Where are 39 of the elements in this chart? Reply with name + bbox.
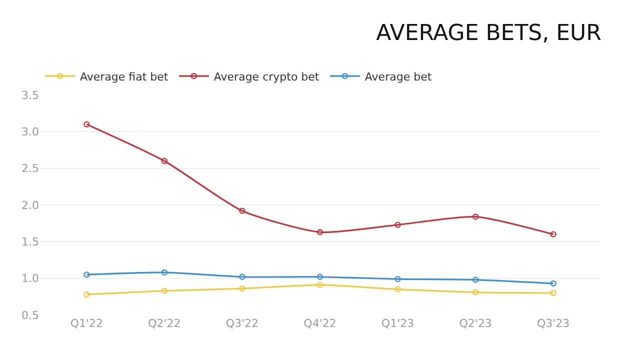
point	[316, 282, 324, 288]
legend-label: Average crypto bet	[214, 70, 320, 84]
x-tick-label: Q2'22	[148, 317, 181, 330]
point	[239, 286, 246, 292]
legend-label: Average bet	[364, 70, 432, 84]
y-tick-label: 1.0	[22, 272, 39, 286]
point	[394, 276, 401, 282]
point	[550, 290, 556, 296]
point	[161, 269, 168, 276]
x-tick-label: Q1'23	[381, 317, 414, 330]
point	[84, 291, 90, 298]
y-tick-label: 2.5	[22, 162, 39, 176]
point	[239, 274, 246, 280]
x-tick-label: Q4'22	[304, 317, 336, 330]
point	[394, 222, 401, 228]
point	[84, 121, 90, 128]
y-tick-label: 0.5	[22, 308, 39, 322]
point	[161, 158, 168, 164]
y-tick-label: 2.0	[22, 198, 39, 212]
point	[84, 272, 90, 278]
point	[550, 280, 556, 287]
point	[472, 276, 479, 283]
x-tick-label: Q3'23	[536, 317, 570, 330]
point	[239, 208, 246, 214]
point	[550, 231, 556, 238]
x-tick-label: Q3'22	[226, 317, 259, 330]
point	[161, 288, 168, 294]
y-tick-label: 1.5	[22, 236, 39, 249]
x-tick-label: Q1'22	[70, 317, 104, 330]
point	[472, 214, 479, 220]
legend-label: Average fiat bet	[80, 70, 169, 84]
y-tick-label: 3.0	[22, 126, 39, 139]
point	[316, 274, 324, 280]
chart-title: AVERAGE BETS, EUR	[376, 20, 602, 46]
point	[394, 286, 401, 292]
y-tick-label: 3.5	[22, 88, 39, 102]
x-tick-label: Q2'23	[459, 317, 492, 330]
point	[316, 229, 324, 236]
point	[472, 289, 479, 296]
